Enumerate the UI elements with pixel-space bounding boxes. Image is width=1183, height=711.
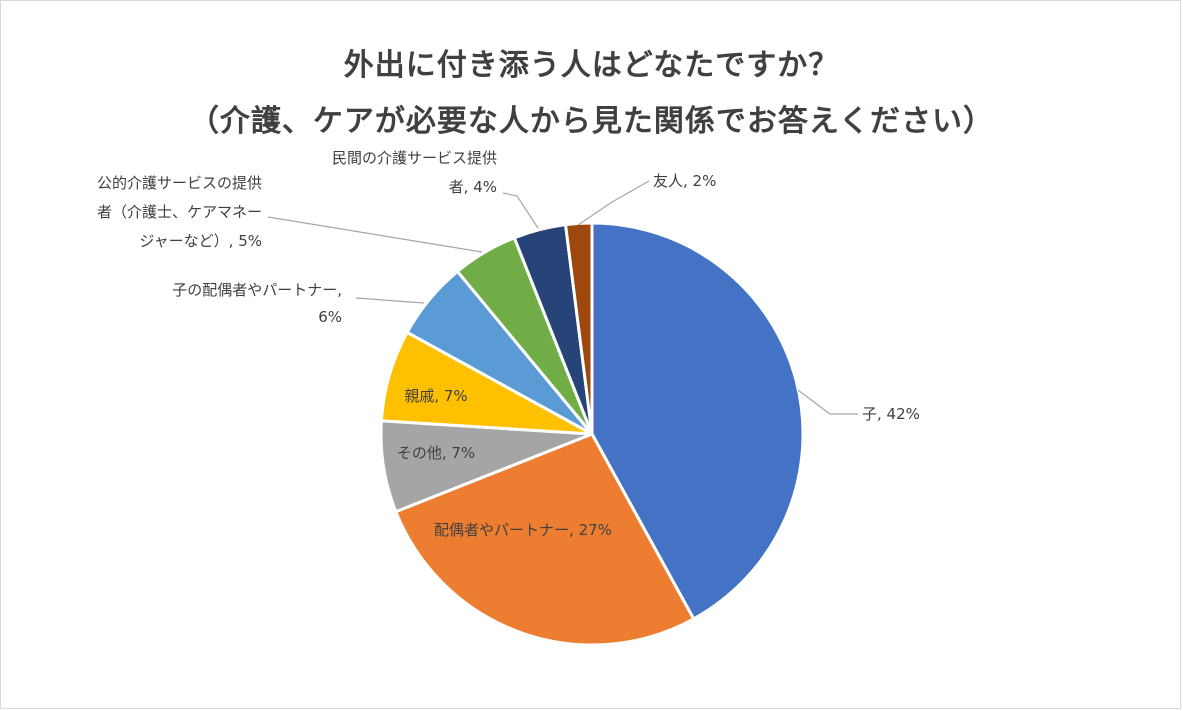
leader-line-6 (267, 216, 483, 253)
data-label-line: 6% (318, 308, 342, 326)
pie-slices (379, 221, 805, 647)
pie-slice-8 (564, 221, 594, 436)
pie-slice-2 (394, 432, 696, 647)
data-label-7: 民間の介護サービス提供者, 4% (332, 149, 497, 196)
data-label-line: 親戚, 7% (404, 387, 467, 405)
leader-line-5 (355, 297, 425, 304)
data-label-line: 配偶者やパートナー, 27% (434, 521, 612, 539)
data-label-line: 友人, 2% (653, 172, 716, 190)
pie-slice-1 (590, 221, 805, 621)
data-label-5: 子の配偶者やパートナー, 6% (172, 281, 342, 326)
chart-title: 外出に付き添う人はどなたですか？ (343, 48, 840, 83)
leader-line-8 (577, 180, 650, 226)
leader-line-1 (797, 389, 858, 415)
data-label-line: 公的介護サービスの提供 (97, 174, 262, 192)
data-label-1: 子, 42% (862, 405, 920, 423)
data-label-8: 友人, 2% (653, 172, 716, 190)
data-label-line: 者（介護士、ケアマネー (97, 203, 262, 221)
data-label-line: ジャーなど）, 5% (139, 232, 262, 250)
data-label-line: 者, 4% (449, 178, 497, 196)
data-label-3: その他, 7% (397, 444, 475, 462)
data-label-2: 配偶者やパートナー, 27% (434, 521, 612, 539)
chart-subtitle: （介護、ケアが必要な人から見た関係でお答えください） (188, 104, 995, 139)
data-label-line: 子, 42% (862, 405, 920, 423)
data-label-line: 民間の介護サービス提供 (332, 149, 497, 167)
leader-lines (267, 180, 858, 415)
leader-line-7 (502, 192, 539, 229)
data-label-4: 親戚, 7% (404, 387, 467, 405)
data-label-line: その他, 7% (397, 444, 475, 462)
data-labels: 子, 42% 配偶者やパートナー, 27% その他, 7% 親戚, 7% 子の配偶者やパ… (97, 149, 920, 539)
data-label-line: 子の配偶者やパートナー, (172, 281, 342, 299)
data-label-6: 公的介護サービスの提供者（介護士、ケアマネージャーなど）, 5% (97, 174, 262, 250)
